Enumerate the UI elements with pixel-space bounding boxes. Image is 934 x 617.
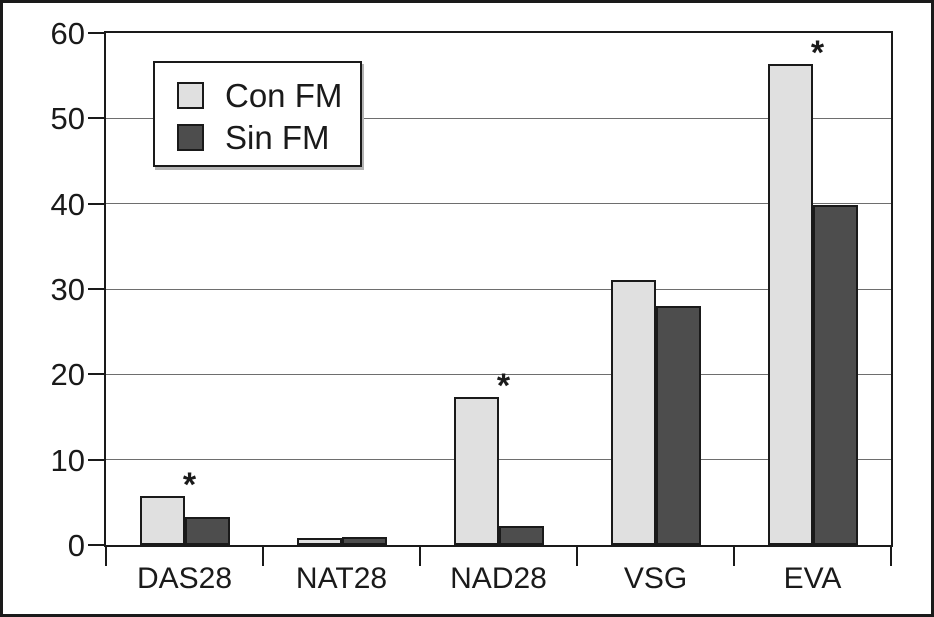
y-axis-tick-label-60: 60	[50, 16, 85, 51]
x-axis-category-label-vsg: VSG	[623, 562, 688, 595]
bar-con-fm-nat28	[296, 538, 342, 545]
bar-con-fm-vsg	[610, 280, 656, 545]
gridline-40	[106, 203, 891, 205]
y-axis-tick-label-50: 50	[50, 101, 85, 137]
bar-con-fm-eva	[767, 63, 813, 545]
x-axis-boundary-tick-0	[105, 545, 107, 566]
y-axis-tick-label-40: 40	[50, 186, 85, 222]
bar-con-fm-nad28	[453, 396, 499, 545]
legend-entry-sin-fm: Sin FM	[177, 116, 360, 158]
x-axis-boundary-tick-4	[733, 545, 735, 566]
y-axis-tick-10	[88, 458, 106, 461]
y-axis-tick-20	[88, 373, 106, 376]
y-axis-tick-60	[88, 32, 106, 34]
x-axis-boundary-tick-2	[419, 545, 421, 566]
y-axis-tick-40	[88, 202, 106, 205]
gridline-20	[106, 373, 891, 375]
gridline-30	[106, 288, 891, 290]
legend-swatch-con-fm	[177, 81, 204, 109]
bar-sin-fm-nat28	[341, 537, 387, 545]
legend-label-con-fm: Con FM	[225, 76, 343, 114]
y-axis-tick-label-10: 10	[50, 442, 85, 478]
bar-sin-fm-das28	[184, 516, 230, 545]
significance-asterisk-eva: *	[810, 33, 825, 72]
gridline-50	[106, 117, 891, 119]
bar-sin-fm-nad28	[498, 526, 544, 545]
x-axis-category-label-nat28: NAT28	[295, 562, 388, 595]
x-axis-category-label-nad28: NAD28	[450, 562, 547, 595]
legend: Con FM Sin FM	[153, 61, 362, 167]
significance-asterisk-das28: *	[182, 465, 197, 504]
significance-asterisk-nad28: *	[496, 366, 511, 405]
x-axis-boundary-tick-5	[890, 545, 892, 566]
legend-swatch-sin-fm	[177, 123, 204, 151]
y-axis-tick-50	[88, 117, 106, 120]
y-axis-tick-label-20: 20	[50, 357, 85, 393]
x-axis-category-label-eva: EVA	[783, 562, 842, 595]
bar-sin-fm-eva	[812, 205, 858, 545]
legend-label-sin-fm: Sin FM	[225, 118, 330, 156]
gridline-10	[106, 459, 891, 461]
y-axis-tick-30	[88, 288, 106, 290]
y-axis-tick-label-0: 0	[67, 528, 85, 563]
x-axis-boundary-tick-3	[576, 545, 578, 566]
x-axis-boundary-tick-1	[262, 545, 264, 566]
legend-entry-con-fm: Con FM	[177, 74, 360, 116]
y-axis-tick-0	[88, 544, 106, 546]
bar-sin-fm-vsg	[655, 306, 701, 545]
plot-area: * * *	[104, 31, 893, 547]
bar-con-fm-das28	[139, 495, 185, 545]
x-axis-category-label-das28: DAS28	[136, 562, 233, 595]
y-axis-tick-label-30: 30	[50, 272, 85, 307]
